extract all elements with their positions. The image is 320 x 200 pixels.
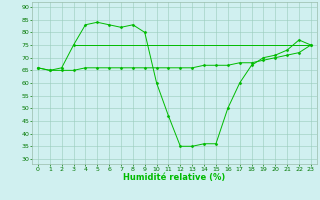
X-axis label: Humidité relative (%): Humidité relative (%) bbox=[123, 173, 226, 182]
